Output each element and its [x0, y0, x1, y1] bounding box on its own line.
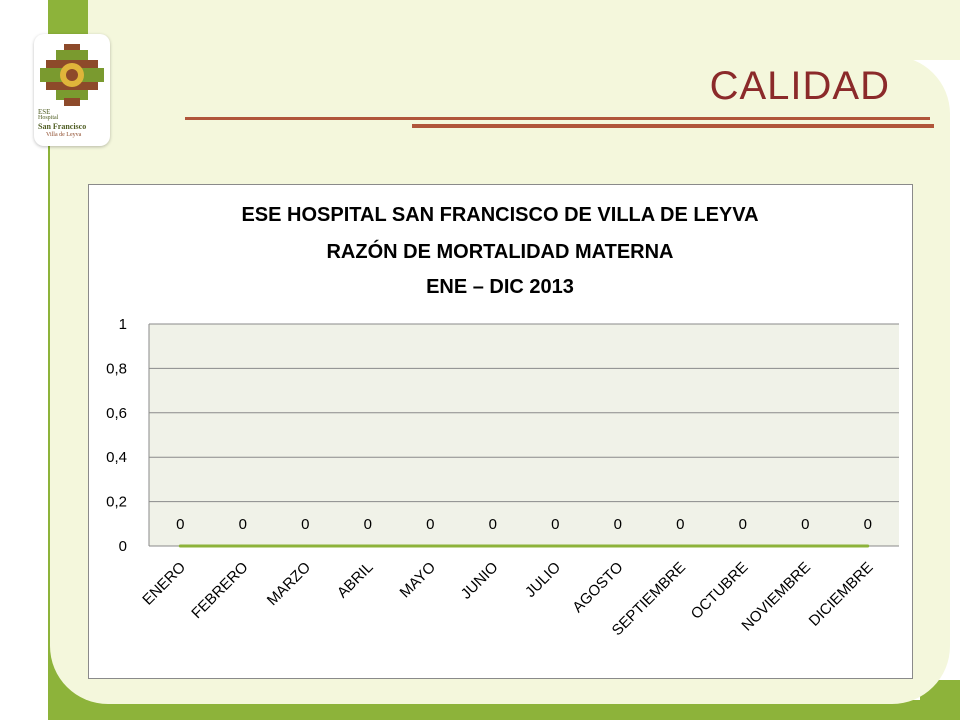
data-point [678, 544, 682, 548]
data-label: 0 [239, 516, 247, 533]
y-tick-label: 0,6 [106, 405, 127, 422]
y-tick-label: 0,4 [106, 449, 127, 466]
chart-title: ESE HOSPITAL SAN FRANCISCO DE VILLA DE L… [241, 204, 758, 226]
chart-svg: ESE HOSPITAL SAN FRANCISCO DE VILLA DE L… [106, 204, 899, 639]
logo-text-ese: ESE [38, 108, 51, 116]
y-tick-label: 0 [119, 538, 127, 555]
data-point [428, 544, 432, 548]
x-category-label: ENERO [139, 559, 189, 609]
data-label: 0 [551, 516, 559, 533]
data-label: 0 [364, 516, 372, 533]
data-point [616, 544, 620, 548]
data-point [553, 544, 557, 548]
hospital-logo: ESE Hospital San Francisco Villa de Leyv… [34, 34, 110, 146]
x-category-label: FEBRERO [188, 559, 251, 622]
series-line [178, 544, 870, 548]
x-category-label: JULIO [522, 559, 564, 601]
data-point [366, 544, 370, 548]
title-rule-top [185, 117, 930, 120]
logo-text-villa-de-leyva: Villa de Leyva [46, 132, 82, 138]
x-category-label: ABRIL [334, 559, 377, 602]
data-point [178, 544, 182, 548]
x-category-label: JUNIO [458, 559, 502, 603]
x-category-label: DICIEMBRE [806, 559, 877, 630]
x-axis-labels: ENERO FEBRERO MARZO ABRIL MAYO JUNIO JULIO AGOS… [139, 559, 876, 639]
data-label: 0 [864, 516, 872, 533]
data-label: 0 [426, 516, 434, 533]
chart-period: ENE – DIC 2013 [426, 276, 574, 298]
data-label: 0 [676, 516, 684, 533]
slide-top-band [88, 0, 960, 60]
data-point [491, 544, 495, 548]
data-point [803, 544, 807, 548]
data-label: 0 [489, 516, 497, 533]
data-labels: 0 0 0 0 0 0 0 0 0 0 0 0 [176, 516, 872, 533]
title-rule-bottom [412, 124, 934, 128]
logo-text-san-francisco: San Francisco [38, 122, 87, 131]
chart-subtitle: RAZÓN DE MORTALIDAD MATERNA [326, 239, 673, 263]
data-label: 0 [801, 516, 809, 533]
data-label: 0 [614, 516, 622, 533]
chart-container: ESE HOSPITAL SAN FRANCISCO DE VILLA DE L… [88, 184, 913, 679]
data-point [866, 544, 870, 548]
data-point [741, 544, 745, 548]
plot-area [149, 324, 899, 546]
y-tick-label: 0,8 [106, 360, 127, 377]
data-label: 0 [176, 516, 184, 533]
x-category-label: OCTUBRE [688, 559, 752, 623]
x-category-label: AGOSTO [569, 559, 626, 616]
data-point [241, 544, 245, 548]
slide-title: CALIDAD [709, 64, 890, 108]
logo-emblem-icon [40, 44, 104, 106]
data-label: 0 [301, 516, 309, 533]
x-category-label: MARZO [264, 559, 314, 609]
bottom-accent-stripe [48, 700, 960, 720]
data-point [303, 544, 307, 548]
y-tick-label: 1 [119, 316, 127, 333]
logo-text-hospital: Hospital [38, 115, 59, 121]
y-tick-label: 0,2 [106, 494, 127, 511]
y-axis-ticks: 0 0,2 0,4 0,6 0,8 1 [106, 316, 127, 555]
data-label: 0 [739, 516, 747, 533]
x-category-label: MAYO [397, 559, 439, 601]
